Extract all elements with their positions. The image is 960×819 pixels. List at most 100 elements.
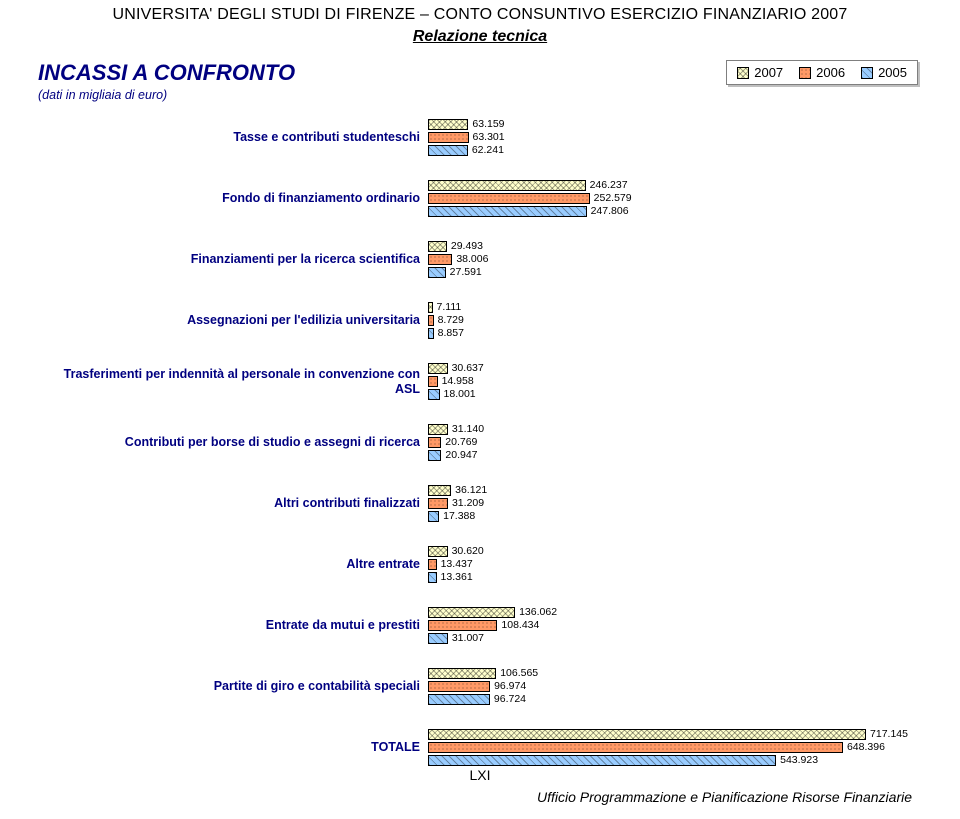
row-spacer: [38, 159, 918, 177]
bar-value: 247.806: [587, 205, 629, 217]
bar-2006: [428, 254, 452, 265]
category-row: Assegnazioni per l'edilizia universitari…: [38, 299, 918, 342]
bar-2005: [428, 145, 468, 156]
bar-value: 13.437: [437, 558, 473, 570]
bar-2006: [428, 681, 490, 692]
category-label: Altre entrate: [38, 557, 428, 571]
bar-line: 13.361: [428, 571, 908, 583]
bar-line: 36.121: [428, 484, 908, 496]
bar-line: 20.769: [428, 436, 908, 448]
bar-value: 7.111: [433, 301, 462, 313]
bar-2007: [428, 668, 496, 679]
row-spacer: [38, 525, 918, 543]
bar-2005: [428, 633, 448, 644]
bar-line: 136.062: [428, 606, 908, 618]
bar-group: 36.12131.20917.388: [428, 482, 908, 525]
bar-value: 108.434: [497, 619, 539, 631]
bar-value: 8.857: [434, 327, 464, 339]
bar-2005: [428, 389, 440, 400]
legend-label: 2007: [754, 65, 783, 80]
chart-subtitle: (dati in migliaia di euro): [38, 88, 726, 102]
bar-value: 17.388: [439, 510, 475, 522]
bar-line: 96.974: [428, 680, 908, 692]
legend: 2007 2006 2005: [726, 60, 918, 85]
category-row: Altre entrate 30.62013.43713.361: [38, 543, 918, 586]
bar-value: 63.159: [468, 118, 504, 130]
category-label: TOTALE: [38, 740, 428, 754]
bar-group: 31.14020.76920.947: [428, 421, 908, 464]
bar-line: 717.145: [428, 728, 908, 740]
bar-2005: [428, 267, 446, 278]
bar-line: 17.388: [428, 510, 908, 522]
row-spacer: [38, 220, 918, 238]
bar-value: 30.620: [448, 545, 484, 557]
category-row: Partite di giro e contabilità speciali 10…: [38, 665, 918, 708]
bar-line: 648.396: [428, 741, 908, 753]
bar-2006: [428, 620, 497, 631]
legend-swatch-2007: [737, 67, 749, 79]
legend-item: 2005: [861, 65, 907, 80]
bar-value: 63.301: [469, 131, 505, 143]
bar-line: 252.579: [428, 192, 908, 204]
bar-line: 38.006: [428, 253, 908, 265]
bar-group: 136.062108.434 31.007: [428, 604, 908, 647]
bar-2007: [428, 363, 448, 374]
bar-2007: [428, 241, 447, 252]
category-row: Fondo di finanziamento ordinario246.2372…: [38, 177, 918, 220]
bar-line: 247.806: [428, 205, 908, 217]
doc-subheader: Relazione tecnica: [0, 28, 960, 46]
row-spacer: [38, 342, 918, 360]
bar-2005: [428, 694, 490, 705]
bar-line: 31.209: [428, 497, 908, 509]
bar-line: 20.947: [428, 449, 908, 461]
category-label: Entrate da mutui e prestiti: [38, 618, 428, 632]
bar-group: 30.63714.95818.001: [428, 360, 908, 403]
bar-2006: [428, 559, 437, 570]
legend-item: 2007: [737, 65, 783, 80]
category-row: Contributi per borse di studio e assegni…: [38, 421, 918, 464]
category-row: Finanziamenti per la ricerca scientifica…: [38, 238, 918, 281]
category-label: Partite di giro e contabilità speciali: [38, 679, 428, 693]
bar-group: 246.237252.579247.806: [428, 177, 908, 220]
bar-value: 648.396: [843, 741, 885, 753]
bar-2007: [428, 729, 866, 740]
bar-value: 30.637: [448, 362, 484, 374]
bar-value: 31.007: [448, 632, 484, 644]
bar-value: 717.145: [866, 728, 908, 740]
bar-line: 7.111: [428, 301, 908, 313]
bar-2005: [428, 572, 437, 583]
bar-2005: [428, 511, 439, 522]
bar-value: 38.006: [452, 253, 488, 265]
bar-value: 62.241: [468, 144, 504, 156]
bar-2005: [428, 450, 441, 461]
chart-body: Tasse e contributi studenteschi63.15963.…: [38, 116, 918, 787]
bar-2007: [428, 180, 586, 191]
bar-value: 106.565: [496, 667, 538, 679]
bar-2006: [428, 742, 843, 753]
bar-2007: [428, 424, 448, 435]
bar-2007: [428, 119, 468, 130]
bar-value: 96.724: [490, 693, 526, 705]
bar-value: 252.579: [590, 192, 632, 204]
doc-header: UNIVERSITA' DEGLI STUDI DI FIRENZE – CON…: [0, 6, 960, 24]
bar-2006: [428, 132, 469, 143]
bar-value: 18.001: [440, 388, 476, 400]
category-row: Altri contributi finalizzati36.12131.209…: [38, 482, 918, 525]
category-row: Entrate da mutui e prestiti136.062108.43…: [38, 604, 918, 647]
bar-group: 29.49338.00627.591: [428, 238, 908, 281]
bar-value: 13.361: [437, 571, 473, 583]
bar-group: 63.15963.30162.241: [428, 116, 908, 159]
bar-line: 246.237: [428, 179, 908, 191]
bar-line: 8.729: [428, 314, 908, 326]
bar-value: 136.062: [515, 606, 557, 618]
bar-2005: [428, 755, 776, 766]
category-label: Assegnazioni per l'edilizia universitari…: [38, 313, 428, 327]
bar-2007: [428, 485, 451, 496]
bar-2007: [428, 546, 448, 557]
bar-line: 543.923: [428, 754, 908, 766]
bar-line: 96.724: [428, 693, 908, 705]
bar-2006: [428, 193, 590, 204]
legend-item: 2006: [799, 65, 845, 80]
bar-line: 29.493: [428, 240, 908, 252]
bar-line: 106.565: [428, 667, 908, 679]
